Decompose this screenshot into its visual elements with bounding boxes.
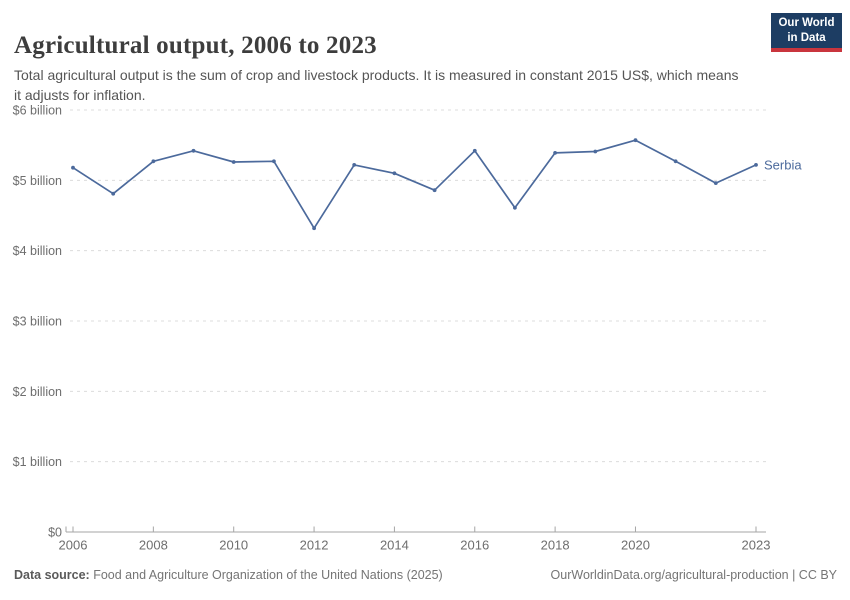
x-tick-label: 2012 [300,538,329,553]
data-point [111,191,116,196]
chart-footer: Data source: Food and Agriculture Organi… [14,568,837,582]
y-tick-label: $6 billion [13,104,62,118]
x-tick-label: 2010 [219,538,248,553]
data-point [432,188,437,193]
data-point [272,159,276,164]
data-point [151,159,156,164]
data-point [553,151,557,155]
x-tick-label: 2020 [621,538,650,553]
y-tick-label: $0 [48,526,62,540]
series-label-serbia[interactable]: Serbia [764,157,802,172]
data-point [231,160,236,164]
data-point [312,226,316,231]
data-point [472,148,477,153]
data-point [713,181,718,186]
y-tick-label: $2 billion [13,385,62,399]
data-point [513,205,517,210]
data-point [593,149,598,154]
data-point [633,138,638,143]
y-tick-label: $4 billion [13,244,62,258]
owid-logo-line1: Our World [778,17,835,30]
owid-url-link[interactable]: OurWorldinData.org/agricultural-producti… [550,568,837,582]
data-source-text: Food and Agriculture Organization of the… [89,568,443,582]
x-tick-label: 2023 [742,538,771,553]
y-tick-label: $5 billion [13,174,62,188]
x-tick-label: 2006 [59,538,88,553]
x-tick-label: 2014 [380,538,409,553]
x-tick-label: 2008 [139,538,168,553]
owid-logo[interactable]: Our World in Data [771,13,842,52]
page-subtitle: Total agricultural output is the sum of … [14,67,739,103]
y-tick-label: $1 billion [13,455,62,469]
y-tick-label: $3 billion [13,315,62,329]
x-tick-label: 2016 [460,538,489,553]
x-tick-label: 2018 [541,538,570,553]
data-source-label: Data source: [14,568,90,582]
data-point [71,165,75,170]
data-point [392,171,397,176]
data-point [754,163,758,167]
data-line-serbia[interactable] [72,139,757,230]
data-point [191,148,196,153]
owid-logo-line2: in Data [787,31,826,44]
data-point [673,159,678,164]
data-source-note: Data source: Food and Agriculture Organi… [14,568,443,582]
data-point [352,163,357,167]
page-title: Agricultural output, 2006 to 2023 [14,31,377,59]
